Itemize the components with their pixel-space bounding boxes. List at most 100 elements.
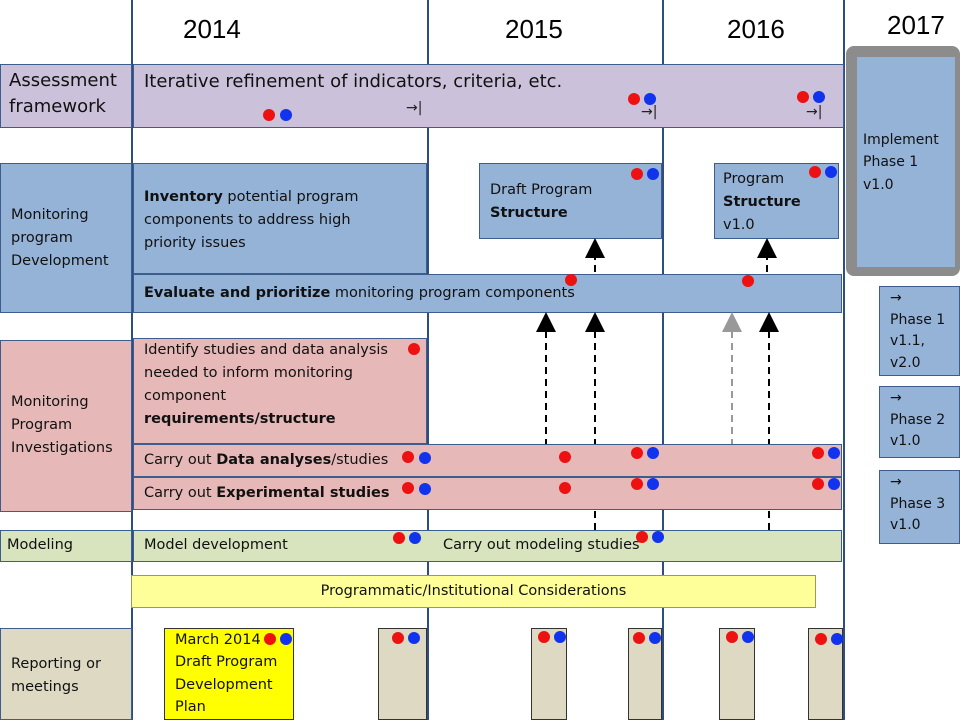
red-dot [538, 631, 550, 643]
assessment-bar: Iterative refinement of indicators, crit… [133, 64, 844, 128]
inventory-box: Inventory potential program components t… [133, 163, 427, 274]
programmatic-bar: Programmatic/Institutional Consideration… [131, 575, 816, 608]
phase1-line1: Phase 1 [890, 311, 946, 328]
modeling-studies-text: Carry out modeling studies [443, 537, 640, 553]
march-line4: Plan [175, 699, 206, 716]
red-dot [636, 531, 648, 543]
evaluate-bold: Evaluate and prioritize [144, 285, 331, 301]
identify-bold: requirements/structure [144, 410, 336, 427]
reporting-label: Reporting or meetings [0, 628, 132, 720]
implement-line1: Implement [863, 132, 939, 148]
inventory-bold: Inventory [144, 189, 223, 205]
red-dot [742, 275, 754, 287]
draft-line1: Draft Program [490, 182, 593, 198]
development-label-line1: Monitoring [11, 207, 89, 223]
blue-dot [419, 452, 431, 464]
model-development-text: Model development [144, 537, 288, 553]
phase3-arrow: → [890, 474, 902, 490]
identify-line2: needed to inform monitoring [144, 364, 353, 381]
blue-dot [647, 168, 659, 180]
gridline-2014-start [131, 0, 133, 720]
blue-dot [828, 478, 840, 490]
milestone-marker-2016: →| [806, 104, 823, 120]
program-bold: Structure [723, 193, 801, 210]
red-dot [408, 343, 420, 355]
gridline-2016-start [662, 0, 664, 720]
blue-dot [409, 532, 421, 544]
assessment-bar-text: Iterative refinement of indicators, crit… [144, 71, 563, 92]
phase1-v1-1-box: → Phase 1 v1.1, v2.0 [879, 286, 960, 376]
program-line1: Program [723, 171, 785, 187]
phase2-box: → Phase 2 v1.0 [879, 386, 960, 458]
data-bold: Data analyses [216, 452, 332, 468]
milestone-marker-2014: →| [406, 100, 423, 116]
investigations-label: Monitoring Program Investigations [0, 340, 132, 512]
implement-phase1-box: Implement Phase 1 v1.0 [857, 57, 955, 267]
development-label-line3: Development [11, 252, 109, 269]
assessment-label: Assessment framework [0, 64, 132, 128]
investigations-label-line2: Program [11, 416, 73, 433]
inventory-line2: components to address high [144, 211, 351, 228]
blue-dot [647, 478, 659, 490]
blue-dot [644, 93, 656, 105]
blue-dot [280, 633, 292, 645]
data-analyses-bar: Carry out Data analyses/studies [133, 444, 842, 477]
blue-dot [652, 531, 664, 543]
modeling-bar: Model development Carry out modeling stu… [133, 530, 842, 562]
modeling-label-text: Modeling [7, 537, 73, 553]
evaluate-bar: Evaluate and prioritize monitoring progr… [133, 274, 842, 313]
blue-dot [649, 632, 661, 644]
blue-dot [408, 632, 420, 644]
red-dot [559, 482, 571, 494]
reporting-label-line1: Reporting or [11, 656, 101, 672]
blue-dot [831, 633, 843, 645]
red-dot [633, 632, 645, 644]
red-dot [631, 447, 643, 459]
red-dot [392, 632, 404, 644]
draft-line2: Structure [490, 202, 651, 225]
march-line3: Development [175, 676, 273, 693]
red-dot [628, 93, 640, 105]
experimental-studies-bar: Carry out Experimental studies [133, 477, 842, 510]
year-2017: 2017 [887, 10, 945, 40]
meeting-box-4 [719, 628, 755, 720]
identify-studies-box: Identify studies and data analysis neede… [133, 338, 427, 444]
year-2014: 2014 [183, 14, 241, 44]
red-dot [559, 451, 571, 463]
blue-dot [825, 166, 837, 178]
gridline-2015-start [427, 0, 429, 720]
identify-line4: requirements/structure [144, 408, 416, 431]
exp-bold: Experimental studies [216, 485, 390, 501]
data-suffix: /studies [331, 452, 389, 468]
march-line1: March 2014 [175, 632, 261, 648]
blue-dot [828, 447, 840, 459]
red-dot [402, 451, 414, 463]
red-dot [631, 168, 643, 180]
red-dot [264, 633, 276, 645]
investigations-label-line3: Investigations [11, 439, 113, 456]
program-line3: v1.0 [723, 216, 755, 233]
march-line2: Draft Program [175, 654, 278, 671]
inventory-line3: priority issues [144, 234, 246, 251]
red-dot [631, 478, 643, 490]
phase3-box: → Phase 3 v1.0 [879, 470, 960, 544]
blue-dot [554, 631, 566, 643]
blue-dot [419, 483, 431, 495]
blue-dot [647, 447, 659, 459]
evaluate-rest: monitoring program components [330, 285, 575, 301]
implement-line2: Phase 1 [863, 154, 919, 171]
investigations-label-line1: Monitoring [11, 394, 89, 410]
phase2-line1: Phase 2 [890, 411, 946, 428]
red-dot [726, 631, 738, 643]
blue-dot [280, 109, 292, 121]
blue-dot [813, 91, 825, 103]
red-dot [815, 633, 827, 645]
identify-line3: component [144, 387, 227, 404]
identify-line1: Identify studies and data analysis [144, 342, 388, 358]
red-dot [393, 532, 405, 544]
red-dot [263, 109, 275, 121]
assessment-label-line2: framework [9, 96, 106, 118]
red-dot [402, 482, 414, 494]
blue-dot [742, 631, 754, 643]
